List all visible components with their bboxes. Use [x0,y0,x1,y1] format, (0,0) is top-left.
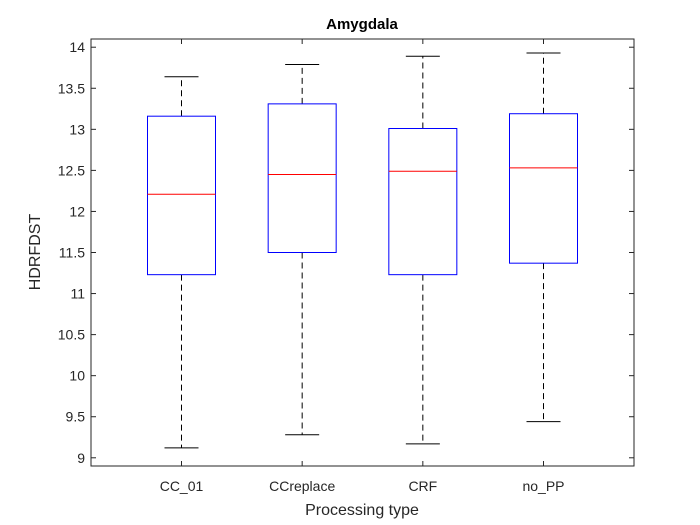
x-axis-label: Processing type [305,502,419,519]
y-tick-label: 10.5 [58,327,85,343]
x-tick-label: no_PP [522,478,564,494]
x-tick-label: CCreplace [269,478,335,494]
y-tick-label: 11 [70,286,85,302]
y-tick-label: 9 [77,450,85,466]
y-axis-label: HDRFDST [27,214,44,291]
iqr-box [509,113,578,264]
y-tick-label: 10 [69,368,85,384]
x-tick-label: CC_01 [160,478,204,494]
y-tick-label: 14 [69,39,85,55]
y-tick-label: 13 [69,121,85,137]
box-cc-01 [147,76,216,449]
y-tick-label: 12.5 [58,162,85,178]
y-tick-label: 9.5 [66,409,86,425]
chart-title: Amygdala [326,16,398,33]
y-tick-label: 12 [69,203,85,219]
box-no-pp [509,52,578,423]
boxes [147,52,578,449]
x-tick-label: CRF [408,478,437,494]
box-ccreplace [267,63,337,436]
iqr-box [147,115,216,276]
iqr-box [388,128,458,276]
y-tick-label: 11.5 [59,245,85,261]
x-axis: CC_01 CCreplace CRF no_PP [160,39,565,494]
y-tick-label: 13.5 [58,80,85,96]
y-axis: 9 9.5 10 10.5 11 11.5 12 12.5 13 13.5 14 [58,39,634,466]
iqr-box [267,103,337,253]
plot-area [90,38,635,467]
box-crf [388,55,458,445]
